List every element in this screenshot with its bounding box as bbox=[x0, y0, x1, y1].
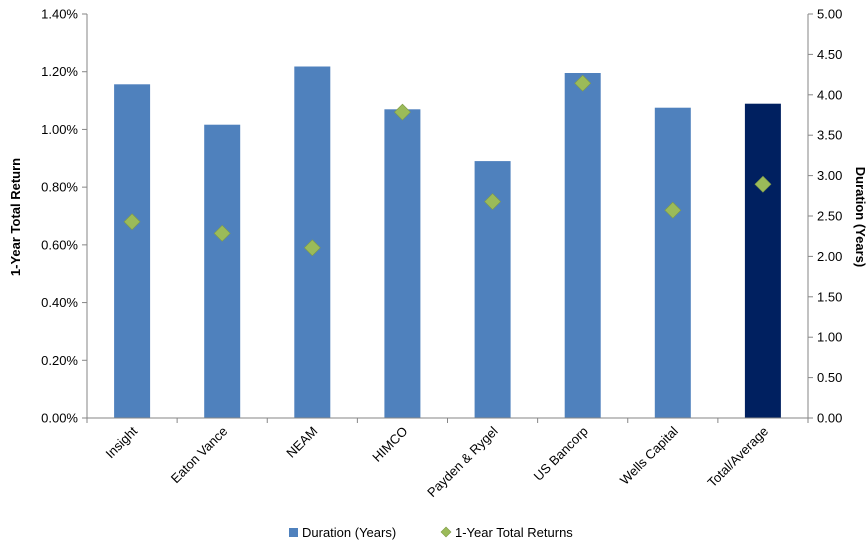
right-tick-label: 2.00 bbox=[817, 249, 842, 264]
left-axis-title: 1-Year Total Return bbox=[8, 158, 23, 276]
legend-swatch-duration bbox=[289, 528, 298, 537]
category-label: Eaton Vance bbox=[168, 424, 231, 487]
bar-total-average bbox=[744, 103, 781, 418]
category-label: Total/Average bbox=[704, 424, 771, 491]
category-label: Payden & Rygel bbox=[424, 423, 501, 500]
right-tick-label: 2.50 bbox=[817, 209, 842, 224]
bar-wells-capital bbox=[654, 107, 691, 418]
legend-label-duration: Duration (Years) bbox=[302, 525, 396, 540]
right-tick-label: 3.50 bbox=[817, 128, 842, 143]
left-tick-label: 1.40% bbox=[41, 7, 78, 22]
right-tick-label: 4.00 bbox=[817, 87, 842, 102]
marker-series bbox=[123, 74, 772, 257]
bar-series bbox=[114, 66, 781, 419]
category-label: HIMCO bbox=[369, 424, 410, 465]
left-tick-label: 1.00% bbox=[41, 122, 78, 137]
right-tick-label: 4.50 bbox=[817, 47, 842, 62]
marker-eaton-vance bbox=[213, 224, 231, 242]
category-labels: Insight Eaton Vance NEAM HIMCO Payden & Ryge… bbox=[102, 423, 771, 500]
right-axis-ticks: 0.00 0.50 1.00 1.50 2.00 2.50 3.00 3.50 4.00 4.50… bbox=[808, 7, 842, 426]
bar-himco bbox=[384, 109, 421, 419]
right-tick-label: 3.00 bbox=[817, 168, 842, 183]
legend-swatch-returns bbox=[440, 526, 452, 538]
category-label: Wells Capital bbox=[617, 423, 681, 487]
bar-eaton-vance bbox=[204, 124, 241, 418]
marker-insight bbox=[123, 213, 141, 231]
right-axis-title: Duration (Years) bbox=[853, 167, 866, 267]
left-axis-ticks: 0.00% 0.20% 0.40% 0.60% 0.80% 1.00% 1.20% 1.40% bbox=[41, 7, 87, 426]
axes bbox=[86, 14, 809, 423]
left-tick-label: 0.00% bbox=[41, 411, 78, 426]
marker-neam bbox=[303, 239, 321, 257]
bar-us-bancorp bbox=[564, 73, 601, 418]
bar-insight bbox=[114, 84, 151, 419]
marker-himco bbox=[394, 103, 411, 121]
left-tick-label: 0.60% bbox=[41, 237, 78, 252]
left-tick-label: 0.40% bbox=[41, 295, 78, 310]
left-tick-label: 0.20% bbox=[41, 353, 78, 368]
legend-label-returns: 1-Year Total Returns bbox=[455, 525, 573, 540]
left-tick-label: 1.20% bbox=[41, 64, 78, 79]
right-tick-label: 5.00 bbox=[817, 7, 842, 22]
marker-wells-capital bbox=[664, 201, 682, 219]
right-tick-label: 1.50 bbox=[817, 289, 842, 304]
category-label: Insight bbox=[102, 423, 140, 461]
left-tick-label: 0.80% bbox=[41, 180, 78, 195]
marker-payden-rygel bbox=[484, 193, 501, 210]
marker-us-bancorp bbox=[574, 74, 592, 92]
category-label: US Bancorp bbox=[531, 424, 591, 484]
legend: Duration (Years) 1-Year Total Returns bbox=[289, 525, 573, 540]
marker-total-average bbox=[754, 175, 772, 193]
category-label: NEAM bbox=[283, 424, 320, 461]
right-tick-label: 0.50 bbox=[817, 370, 842, 385]
right-tick-label: 0.00 bbox=[817, 411, 842, 426]
right-tick-label: 1.00 bbox=[817, 330, 842, 345]
